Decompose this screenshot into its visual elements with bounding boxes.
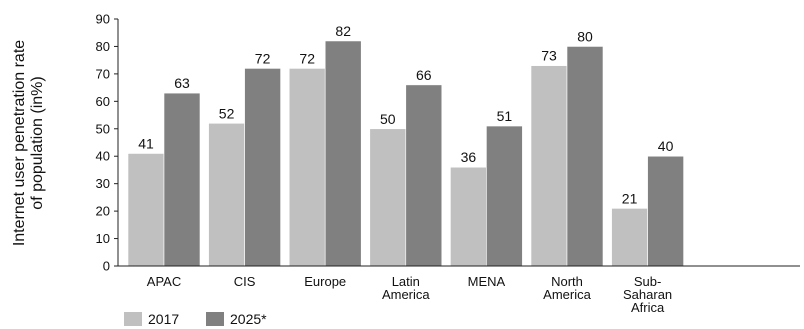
bar-2017-2	[288, 68, 326, 267]
bar-2025-5	[566, 46, 604, 267]
data-label: 66	[416, 67, 432, 83]
data-label: 72	[255, 50, 271, 66]
x-tick-label-line: North	[551, 274, 583, 289]
y-tick-label: 10	[96, 231, 110, 246]
y-axis-title-line: Internet user penetration rate	[11, 40, 28, 246]
y-tick-label: 60	[96, 94, 110, 109]
bar-2025-1	[244, 68, 281, 267]
y-tick-label: 20	[96, 204, 110, 219]
data-label: 73	[541, 48, 557, 64]
x-tick-label: Sub-Saharan Africa	[623, 274, 672, 315]
y-tick-label: 80	[96, 39, 110, 54]
x-tick-label: North America	[543, 274, 591, 302]
bar-2025-3	[405, 84, 443, 267]
data-label: 82	[335, 23, 351, 39]
data-label: 36	[461, 149, 477, 165]
bar-2017-0	[127, 153, 165, 267]
x-tick-label-line: CIS	[234, 274, 256, 289]
legend-swatch	[206, 312, 224, 326]
bar-2017-6	[611, 208, 648, 267]
bar-2025-0	[163, 92, 201, 267]
y-tick-label: 40	[96, 149, 110, 164]
y-tick-label: 90	[96, 12, 110, 27]
bar-2025-6	[647, 155, 684, 267]
x-tick-label: MENA	[468, 274, 506, 289]
y-tick-label: 0	[103, 259, 110, 274]
y-tick-label: 30	[96, 176, 110, 191]
x-tick-label-line: Europe	[304, 274, 346, 289]
data-label: 21	[622, 190, 638, 206]
y-axis-title-line: of population (in%)	[29, 76, 46, 209]
x-tick-label-line: APAC	[147, 274, 181, 289]
x-tick-label: Europe	[304, 274, 346, 289]
y-tick-label: 70	[96, 66, 110, 81]
x-tick-label: APAC	[147, 274, 181, 289]
x-tick-label-line: Africa	[631, 300, 665, 315]
bar-2017-1	[208, 122, 245, 267]
legend-label: 2017	[148, 311, 179, 327]
data-label: 41	[138, 135, 154, 151]
x-tick-label-line: Saharan	[623, 287, 672, 302]
data-label: 72	[299, 50, 315, 66]
x-tick-label-line: MENA	[468, 274, 506, 289]
bar-2017-3	[369, 128, 407, 267]
bar-2025-2	[324, 40, 362, 267]
bar-2025-4	[486, 125, 523, 267]
legend: 2017 2025*	[124, 311, 267, 327]
bars	[127, 40, 684, 267]
x-tick-label-line: America	[543, 287, 591, 302]
bar-2017-5	[530, 65, 568, 267]
axes	[117, 19, 800, 267]
data-label: 80	[577, 28, 593, 44]
x-tick-label: CIS	[234, 274, 256, 289]
data-label: 51	[497, 108, 513, 124]
y-axis-ticks: 0 10 20 30 40 50 60 70 80 90	[96, 12, 118, 274]
legend-label: 2025*	[230, 311, 267, 327]
y-axis-title: Internet user penetration rate of populat…	[11, 40, 46, 246]
data-label: 50	[380, 111, 396, 127]
data-label: 40	[658, 138, 674, 154]
x-tick-label-line: America	[382, 287, 430, 302]
value-labels: 41 63 52 72 72 82 50 66 36 51 73 80 21 40	[138, 23, 673, 206]
data-label: 63	[174, 75, 190, 91]
data-label: 52	[219, 105, 235, 121]
x-tick-label-line: Sub-	[634, 274, 661, 289]
x-tick-label: Latin America	[382, 274, 430, 302]
y-tick-label: 50	[96, 121, 110, 136]
legend-swatch	[124, 312, 142, 326]
x-tick-label-line: Latin	[392, 274, 420, 289]
bar-2017-4	[450, 166, 487, 267]
